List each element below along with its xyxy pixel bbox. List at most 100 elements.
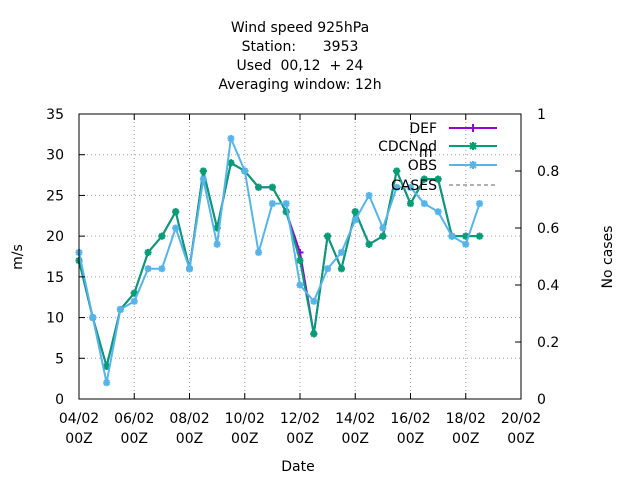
marker-stroke <box>379 224 387 232</box>
data-point-cdcn-mod <box>199 167 207 175</box>
y2-tick-label: 1 <box>537 107 546 123</box>
x-tick-label-time: 00Z <box>452 431 479 447</box>
x-tick-label-time: 00Z <box>121 431 148 447</box>
marker-stroke <box>476 200 483 207</box>
x-tick-label-date: 12/02 <box>280 411 320 427</box>
data-point-obs <box>144 265 152 273</box>
series-layer <box>75 134 484 387</box>
y-axis-label: m/s <box>10 244 26 270</box>
data-point-cdcn-mod <box>365 240 373 248</box>
marker-stroke <box>103 363 110 370</box>
data-point-obs <box>448 232 456 240</box>
marker-stroke <box>407 183 414 191</box>
marker-stroke <box>200 167 207 175</box>
marker-stroke <box>462 240 470 248</box>
data-point-obs <box>379 224 387 232</box>
marker-stroke <box>324 265 331 273</box>
x-tick-label-date: 16/02 <box>390 411 430 427</box>
data-point-obs <box>351 216 359 224</box>
data-point-cdcn-mod <box>407 200 414 208</box>
series-line-obs <box>78 137 481 384</box>
marker-stroke <box>434 175 442 183</box>
legend-label-cdcn-sub: m <box>419 145 433 161</box>
x-tick-label-date: 20/02 <box>501 411 541 427</box>
data-point-obs <box>434 208 442 216</box>
y-tick-label: 5 <box>55 351 64 367</box>
data-point-cdcn-mod <box>393 167 401 175</box>
marker-stroke <box>130 297 138 305</box>
marker-stroke <box>172 224 179 232</box>
x-tick-label-time: 00Z <box>65 431 92 447</box>
marker-stroke <box>393 183 400 191</box>
marker-stroke <box>310 297 318 305</box>
data-point-obs <box>476 200 484 208</box>
y-tick-label: 35 <box>46 107 64 123</box>
data-point-obs <box>158 265 166 273</box>
x-tick-label-date: 14/02 <box>335 411 375 427</box>
x-tick-label-time: 00Z <box>176 431 203 447</box>
legend: DEF CDCNmod OBS <box>378 121 497 194</box>
data-point-cdcn-mod <box>268 183 276 191</box>
marker-stroke <box>324 232 331 240</box>
data-point-cdcn-mod <box>255 183 263 191</box>
data-point-obs <box>324 265 332 273</box>
data-point-obs <box>268 200 276 208</box>
marker-stroke <box>117 306 124 313</box>
x-tick-label-date: 08/02 <box>169 411 209 427</box>
legend-item-cdcn-mod: CDCNmod <box>378 139 497 161</box>
marker-stroke <box>393 167 400 175</box>
y-tick-label: 15 <box>46 270 64 286</box>
marker-stroke <box>213 240 221 248</box>
marker-stroke <box>365 240 373 248</box>
data-point-obs <box>227 134 235 142</box>
data-point-obs <box>282 200 290 208</box>
legend-label-cases: CASES <box>391 178 437 194</box>
x-tick-label-time: 00Z <box>231 431 258 447</box>
marker-stroke <box>255 183 262 191</box>
y-tick-label: 20 <box>46 229 64 245</box>
legend-label-def: DEF <box>409 121 437 137</box>
series-obs <box>75 134 484 387</box>
marker-stroke <box>351 216 359 224</box>
x-tick-label-date: 06/02 <box>114 411 154 427</box>
data-point-obs <box>365 191 373 199</box>
y2-tick-label: 0.8 <box>537 164 559 180</box>
data-point-obs <box>337 248 345 256</box>
data-point-obs <box>296 281 304 289</box>
marker-stroke <box>186 265 193 273</box>
marker-stroke <box>89 314 97 321</box>
y-tick-label: 0 <box>55 392 64 408</box>
legend-item-def: DEF <box>409 121 497 137</box>
marker-stroke <box>310 330 318 338</box>
marker-stroke <box>227 135 235 142</box>
data-point-cdcn-mod <box>434 175 442 183</box>
data-point-obs <box>255 248 263 256</box>
marker-stroke <box>296 257 304 264</box>
data-point-obs <box>462 240 470 248</box>
marker-stroke <box>434 208 442 216</box>
marker-stroke <box>365 192 373 199</box>
marker-stroke <box>269 200 276 207</box>
x-tick-label-date: 18/02 <box>446 411 486 427</box>
tick-marks <box>78 113 522 400</box>
y2-tick-label: 0.6 <box>537 221 559 237</box>
x-axis-label: Date <box>281 459 314 475</box>
data-point-obs <box>213 240 221 248</box>
data-point-cdcn-mod <box>172 208 180 216</box>
y-tick-label: 25 <box>46 188 64 204</box>
marker-stroke <box>269 183 276 191</box>
marker-stroke <box>421 200 428 207</box>
data-point-cdcn-mod <box>379 232 387 240</box>
marker-stroke <box>448 232 456 240</box>
y2-axis-label: No cases <box>600 226 616 289</box>
marker-stroke <box>255 249 262 256</box>
marker-stroke <box>407 200 414 207</box>
data-point-cdcn-mod <box>310 330 318 338</box>
data-point-obs <box>199 175 207 183</box>
data-point-cdcn-mod <box>476 232 484 240</box>
marker-stroke <box>476 232 483 240</box>
data-point-cdcn-mod <box>351 208 359 216</box>
legend-marker-obs <box>469 161 477 169</box>
title-line-2: Station: 3953 <box>242 39 359 55</box>
